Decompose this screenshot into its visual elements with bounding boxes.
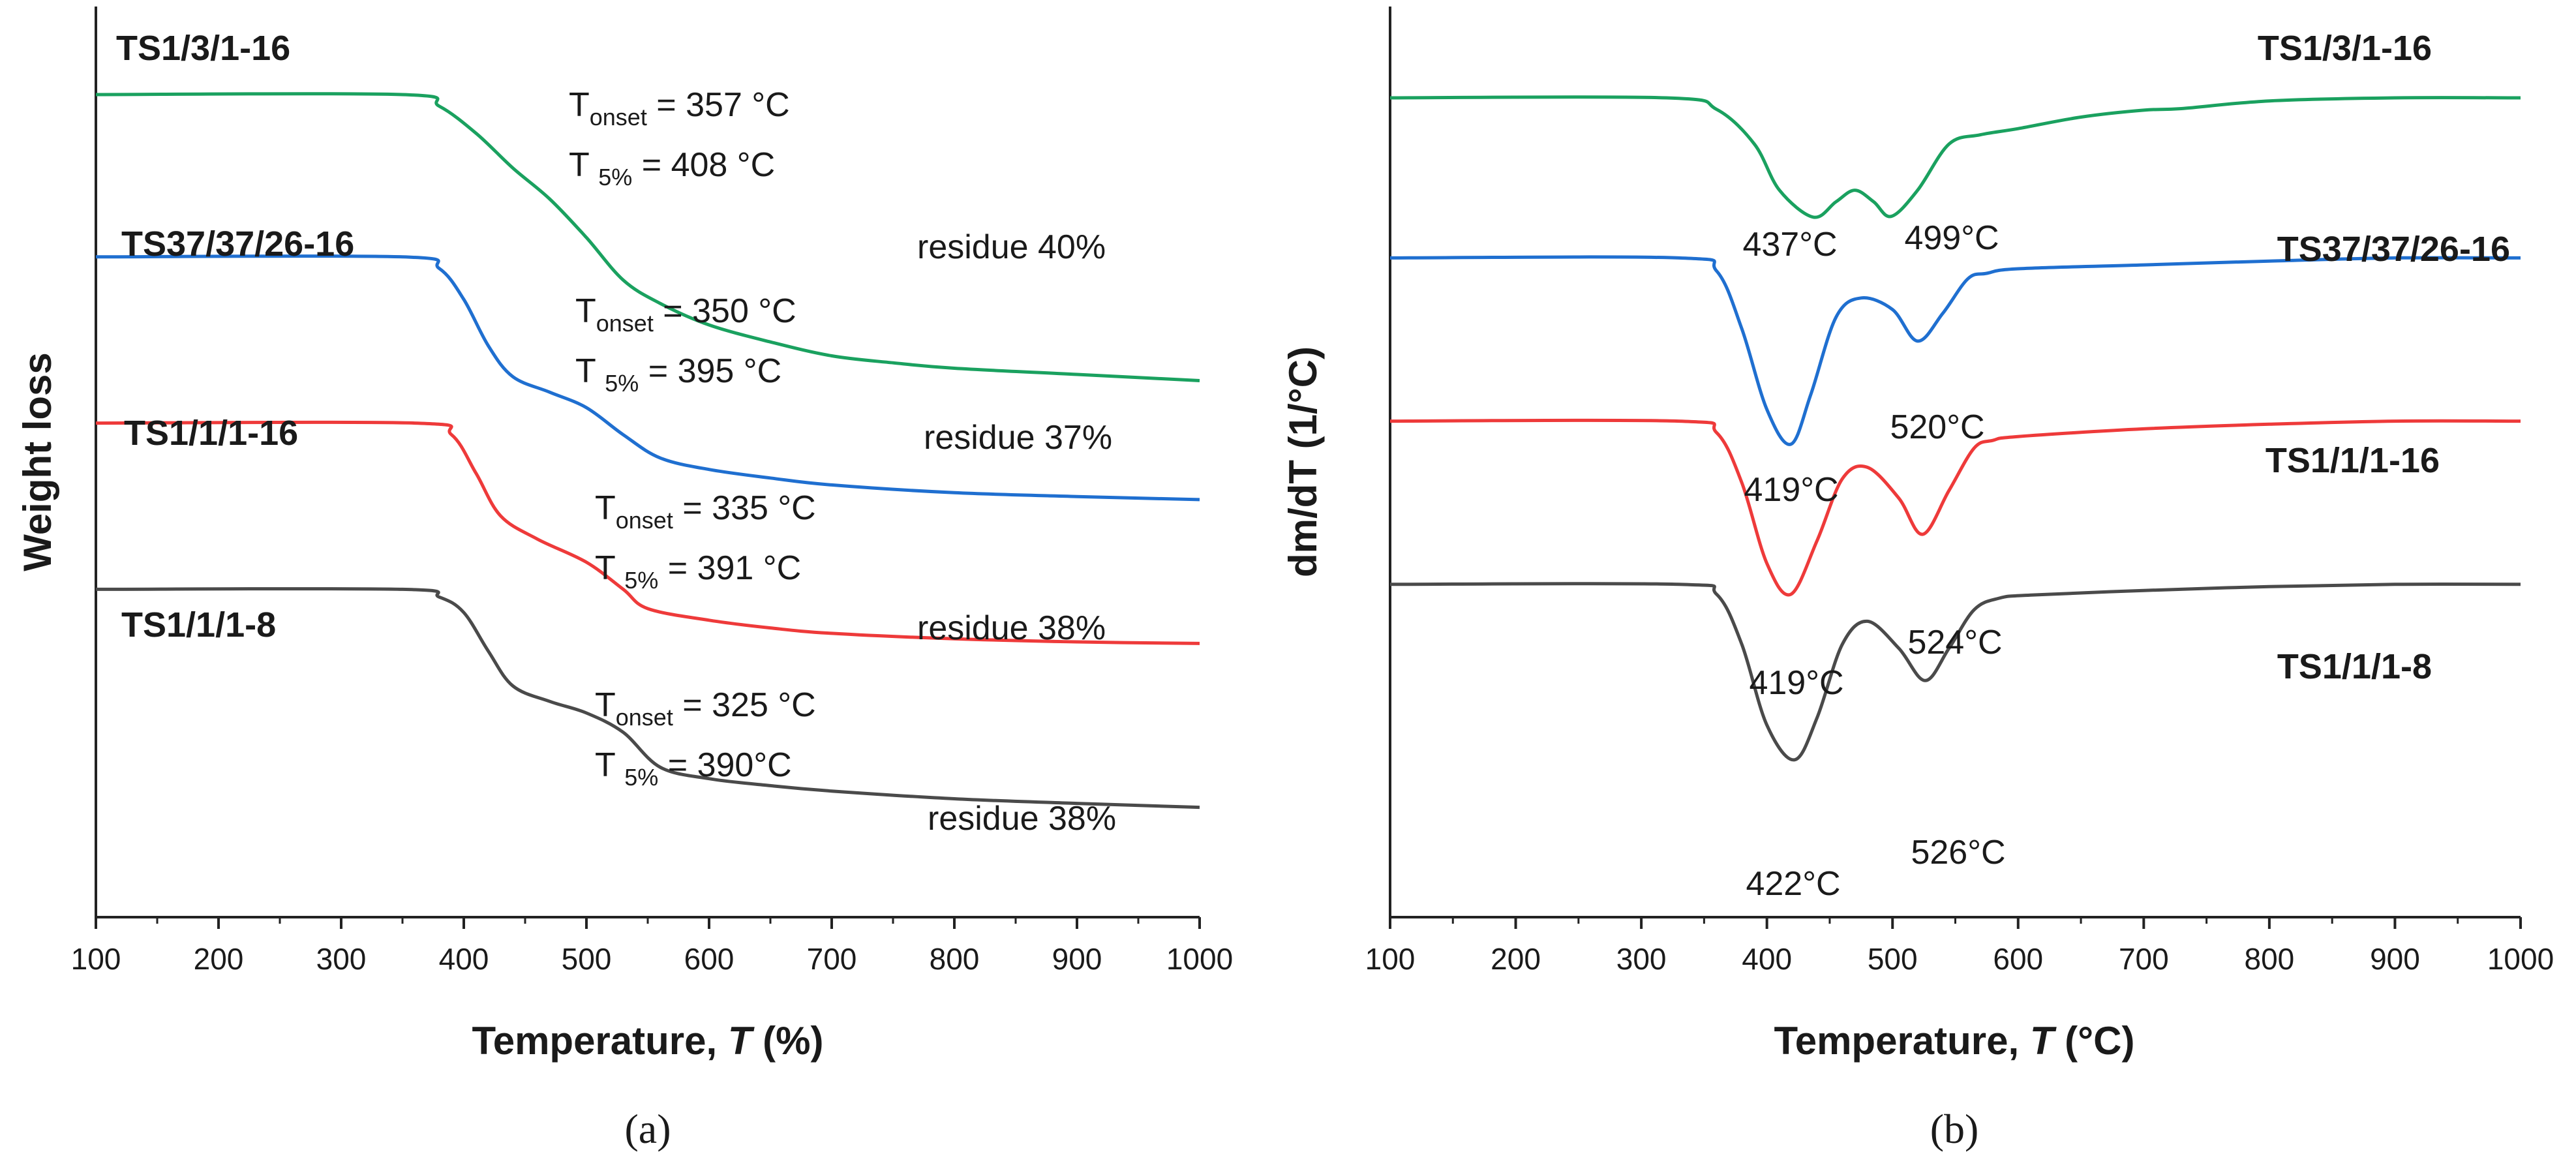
panel-a-ticks: 100 200 300 400 500 600 700 800 900 1000: [71, 917, 1233, 976]
panel-b-series-name-3: TS1/1/1-16: [2265, 441, 2440, 480]
panel-b-x-tick-label: 500: [1868, 942, 1918, 976]
panel-b-x-tick-label: 900: [2370, 942, 2420, 976]
panel-b-y-axis-label: dm/dT (1/°C): [1281, 346, 1325, 577]
panel-b-series: [1389, 95, 2521, 762]
panel-a-x-tick-label: 600: [684, 942, 735, 976]
panel-b-label: (b): [1930, 1106, 1979, 1152]
panel-a-series: [95, 92, 1200, 810]
panel-a-series-name-2: TS37/37/26-16: [121, 224, 354, 264]
panel-b-series-line-1: [1389, 95, 2521, 219]
panel-b-series-name-1: TS1/3/1-16: [2258, 29, 2432, 68]
panel-a-x-tick-label: 100: [71, 942, 121, 976]
panel-a-weight-loss: 100 200 300 400 500 600 700 800 900 1000 TS1/3/1-…: [16, 7, 1233, 1152]
panel-a-residue-3: residue 38%: [917, 609, 1106, 647]
panel-b-x-tick-label: 200: [1491, 942, 1541, 976]
panel-a-x-tick-label: 900: [1052, 942, 1102, 976]
panel-a-onset-2: Tonset = 350 °C: [575, 292, 796, 337]
panel-a-onset-4: Tonset = 325 °C: [595, 686, 816, 731]
panel-b-dtg: 100 200 300 400 500 600 700 800 900 1000 TS1/3/1-…: [1281, 7, 2554, 1152]
panel-b-x-axis-label: Temperature, T (°C): [1774, 1019, 2135, 1063]
panel-b-x-tick-label: 100: [1365, 942, 1416, 976]
panel-b-ticks: 100 200 300 400 500 600 700 800 900 1000: [1365, 917, 2554, 976]
panel-a-y-axis-label: Weight loss: [16, 352, 59, 571]
panel-a-x-axis-label: Temperature, T (%): [472, 1019, 824, 1063]
panel-b-peak-4b: 526°C: [1911, 834, 2005, 871]
panel-a-series-name-1: TS1/3/1-16: [116, 29, 290, 68]
panel-b-peak-2b: 520°C: [1890, 408, 1984, 446]
panel-a-label: (a): [624, 1106, 671, 1152]
panel-a-x-tick-label: 500: [562, 942, 612, 976]
panel-b-peak-1b: 499°C: [1904, 219, 1999, 257]
panel-a-t5-3: T 5% = 391 °C: [595, 549, 801, 594]
panel-b-peak-3a: 419°C: [1749, 664, 1843, 702]
panel-b-x-tick-label: 600: [1993, 942, 2043, 976]
panel-a-x-tick-label: 400: [439, 942, 489, 976]
panel-a-series-name-4: TS1/1/1-8: [121, 605, 276, 644]
panel-a-onset-3: Tonset = 335 °C: [595, 489, 816, 534]
panel-a-series-line-3: [95, 420, 1200, 645]
panel-a-x-tick-label: 1000: [1166, 942, 1233, 976]
panel-b-series-line-4: [1389, 582, 2521, 762]
panel-a-t5-1: T 5% = 408 °C: [569, 146, 775, 190]
panel-b-x-tick-label: 700: [2119, 942, 2169, 976]
panel-b-peak-2a: 419°C: [1744, 471, 1838, 509]
panel-b-peak-4a: 422°C: [1746, 865, 1840, 903]
panel-b-x-tick-label: 1000: [2487, 942, 2554, 976]
panel-b-x-tick-label: 400: [1742, 942, 1792, 976]
panel-b-x-tick-label: 300: [1616, 942, 1667, 976]
panel-b-peak-3b: 524°C: [1907, 624, 2002, 661]
panel-b-series-line-2: [1389, 255, 2521, 446]
panel-b-series-name-4: TS1/1/1-8: [2277, 647, 2432, 686]
panel-a-series-line-2: [95, 254, 1200, 502]
panel-b-series-line-3: [1389, 418, 2521, 597]
panel-b-x-tick-label: 800: [2245, 942, 2295, 976]
panel-a-series-line-4: [95, 587, 1200, 810]
panel-a-residue-1: residue 40%: [917, 228, 1106, 266]
panel-a-residue-4: residue 38%: [928, 800, 1116, 838]
panel-b-series-name-2: TS37/37/26-16: [2277, 230, 2510, 269]
panel-a-x-tick-label: 200: [194, 942, 244, 976]
panel-b-peak-1a: 437°C: [1742, 226, 1837, 264]
panel-a-t5-4: T 5% = 390°C: [595, 746, 792, 791]
panel-a-x-tick-label: 800: [930, 942, 980, 976]
panel-a-x-tick-label: 700: [807, 942, 857, 976]
panel-a-series-line-1: [95, 92, 1200, 382]
panel-a-x-tick-label: 300: [316, 942, 367, 976]
panel-a-series-name-3: TS1/1/1-16: [124, 414, 298, 453]
panel-a-onset-1: Tonset = 357 °C: [569, 86, 790, 130]
panel-a-t5-2: T 5% = 395 °C: [575, 352, 781, 397]
panel-a-residue-2: residue 37%: [924, 419, 1112, 457]
